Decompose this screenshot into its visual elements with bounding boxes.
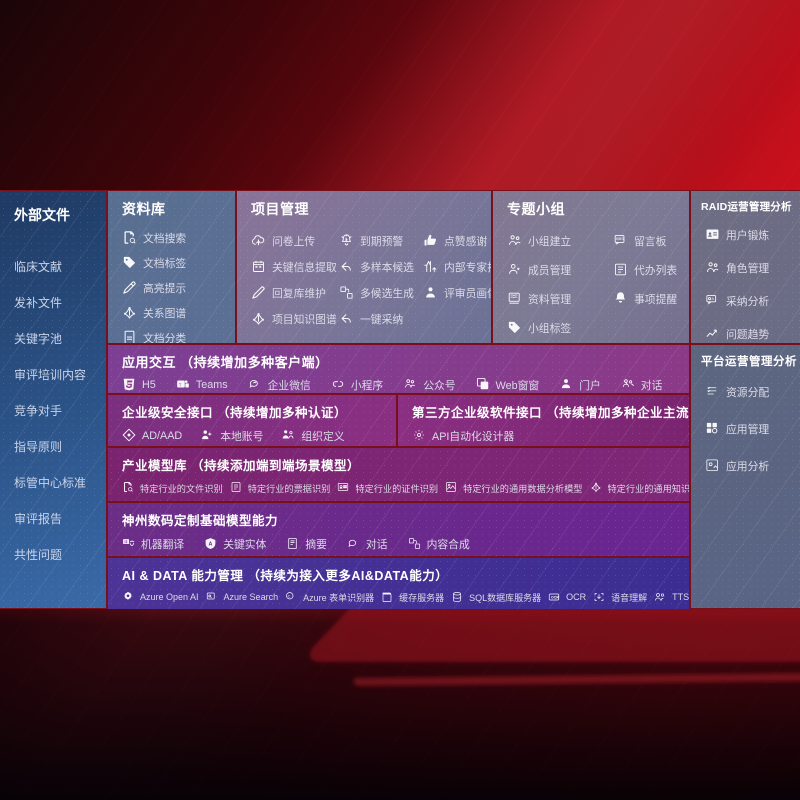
svg-text:A: A [712, 296, 715, 300]
svg-text:BBS: BBS [616, 237, 624, 241]
svg-text:译: 译 [124, 539, 128, 544]
svg-text:A: A [209, 541, 213, 547]
svg-text:C: C [288, 594, 291, 598]
svg-text:OCR: OCR [551, 595, 559, 599]
